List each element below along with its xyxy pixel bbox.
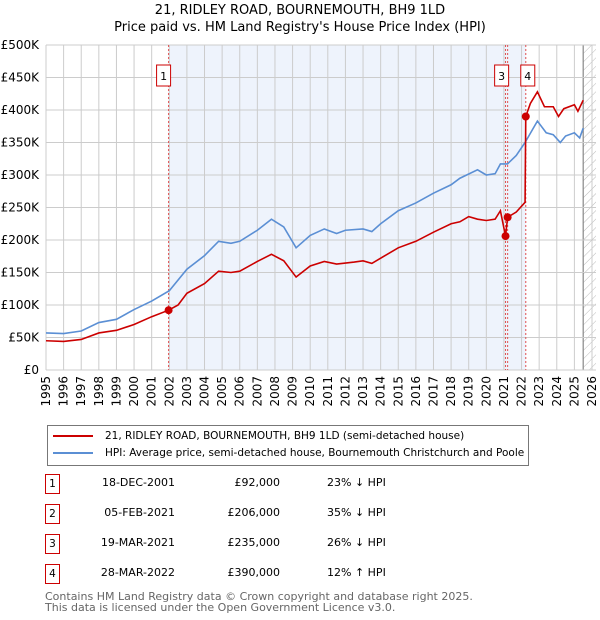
table-row: 2 05-FEB-2021 £206,000 35% ↓ HPI — [45, 504, 495, 524]
sale-hpi-diff: 26% ↓ HPI — [327, 536, 386, 549]
legend-swatch — [53, 452, 93, 454]
series-line — [45, 119, 584, 335]
x-tick-label: 2017 — [426, 376, 440, 407]
x-tick-label: 2024 — [550, 376, 564, 407]
legend-swatch — [53, 435, 93, 437]
x-tick-label: 2022 — [515, 376, 529, 407]
sale-label-number: 3 — [498, 70, 505, 83]
sale-point — [521, 112, 530, 121]
x-tick-label: 2015 — [391, 376, 405, 407]
x-tick-label: 2004 — [198, 376, 212, 407]
legend: 21, RIDLEY ROAD, BOURNEMOUTH, BH9 1LD (s… — [47, 425, 529, 466]
y-tick-label: £0 — [24, 363, 39, 377]
x-tick-label: 2002 — [162, 376, 176, 407]
sale-price: £206,000 — [227, 506, 281, 519]
x-tick-label: 2013 — [356, 376, 370, 407]
sale-number-badge: 1 — [45, 474, 60, 494]
legend-item-property: 21, RIDLEY ROAD, BOURNEMOUTH, BH9 1LD (s… — [48, 428, 464, 444]
subtitle-line: Price paid vs. HM Land Registry's House … — [114, 20, 486, 35]
x-tick-label: 2009 — [286, 376, 300, 407]
x-tick-label: 1998 — [92, 376, 106, 407]
sale-hpi-diff: 23% ↓ HPI — [327, 476, 386, 489]
title-line: 21, RIDLEY ROAD, BOURNEMOUTH, BH9 1LD — [154, 3, 446, 18]
table-row: 4 28-MAR-2022 £390,000 12% ↑ HPI — [45, 564, 495, 584]
x-tick-label: 2023 — [532, 376, 546, 407]
x-tick-label: 1997 — [74, 376, 88, 407]
sale-label-number: 1 — [160, 70, 167, 83]
x-tick-label: 2020 — [479, 376, 493, 407]
chart-title: 21, RIDLEY ROAD, BOURNEMOUTH, BH9 1LD Pr… — [0, 2, 600, 36]
y-tick-label: £500K — [1, 38, 41, 52]
sale-date: 05-FEB-2021 — [104, 506, 175, 519]
x-tick-label: 2007 — [250, 376, 264, 407]
sale-label-number: 4 — [524, 70, 531, 83]
legend-label: 21, RIDLEY ROAD, BOURNEMOUTH, BH9 1LD (s… — [105, 430, 465, 442]
y-tick-label: £400K — [1, 103, 41, 117]
y-tick-label: £200K — [1, 233, 41, 247]
table-row: 3 19-MAR-2021 £235,000 26% ↓ HPI — [45, 534, 495, 554]
y-tick-label: £250K — [1, 201, 41, 215]
licence-note: This data is licensed under the Open Gov… — [45, 601, 396, 614]
x-tick-label: 2000 — [127, 376, 141, 407]
table-row: 1 18-DEC-2001 £92,000 23% ↓ HPI — [45, 474, 495, 494]
sale-label-box — [156, 64, 172, 87]
x-tick-label: 2011 — [321, 376, 335, 407]
x-tick-label: 1995 — [39, 376, 53, 407]
sale-point — [501, 232, 510, 241]
sale-price: £92,000 — [234, 476, 281, 489]
sale-number-badge: 4 — [45, 564, 60, 584]
x-tick-label: 2025 — [567, 376, 581, 407]
x-tick-label: 2012 — [338, 376, 352, 407]
x-tick-label: 2014 — [374, 376, 388, 407]
x-tick-label: 2005 — [215, 376, 229, 407]
y-tick-label: £350K — [1, 136, 41, 150]
sale-hpi-diff: 12% ↑ HPI — [327, 566, 386, 579]
legend-item-hpi: HPI: Average price, semi-detached house,… — [48, 445, 524, 461]
x-tick-label: 2003 — [180, 376, 194, 407]
sale-point — [503, 213, 512, 222]
footer: Contains HM Land Registry data © Crown c… — [45, 591, 473, 613]
x-tick-label: 2006 — [233, 376, 247, 407]
x-tick-label: 1996 — [57, 376, 71, 407]
price-chart: £0 £50K £100K £150K £200K £250K £300K £350K £400… — [1, 38, 599, 407]
sale-price: £235,000 — [227, 536, 281, 549]
sale-date: 19-MAR-2021 — [100, 536, 175, 549]
sale-date: 28-MAR-2022 — [100, 566, 175, 579]
y-tick-label: £300K — [1, 168, 41, 182]
x-tick-label: 2008 — [268, 376, 282, 407]
sale-point — [164, 306, 173, 315]
x-tick-label: 2026 — [585, 376, 599, 407]
sale-price: £390,000 — [227, 566, 281, 579]
x-tick-label: 2021 — [497, 376, 511, 407]
sale-number-badge: 2 — [45, 504, 60, 524]
sale-label-box — [520, 64, 536, 87]
sale-date: 18-DEC-2001 — [101, 476, 175, 489]
sale-label-box — [494, 64, 510, 87]
y-tick-label: £150K — [1, 266, 41, 280]
x-tick-label: 2019 — [462, 376, 476, 407]
x-tick-label: 1999 — [109, 376, 123, 407]
y-tick-label: £100K — [1, 298, 41, 312]
copyright-note: Contains HM Land Registry data © Crown c… — [45, 590, 473, 603]
sale-hpi-diff: 35% ↓ HPI — [327, 506, 386, 519]
x-tick-label: 2001 — [145, 376, 159, 407]
x-tick-label: 2010 — [303, 376, 317, 407]
series-line — [45, 90, 584, 343]
y-tick-label: £50K — [8, 331, 40, 345]
y-tick-label: £450K — [1, 71, 41, 85]
x-tick-label: 2016 — [409, 376, 423, 407]
x-tick-label: 2018 — [444, 376, 458, 407]
legend-label: HPI: Average price, semi-detached house,… — [105, 447, 525, 459]
sale-number-badge: 3 — [45, 534, 60, 554]
